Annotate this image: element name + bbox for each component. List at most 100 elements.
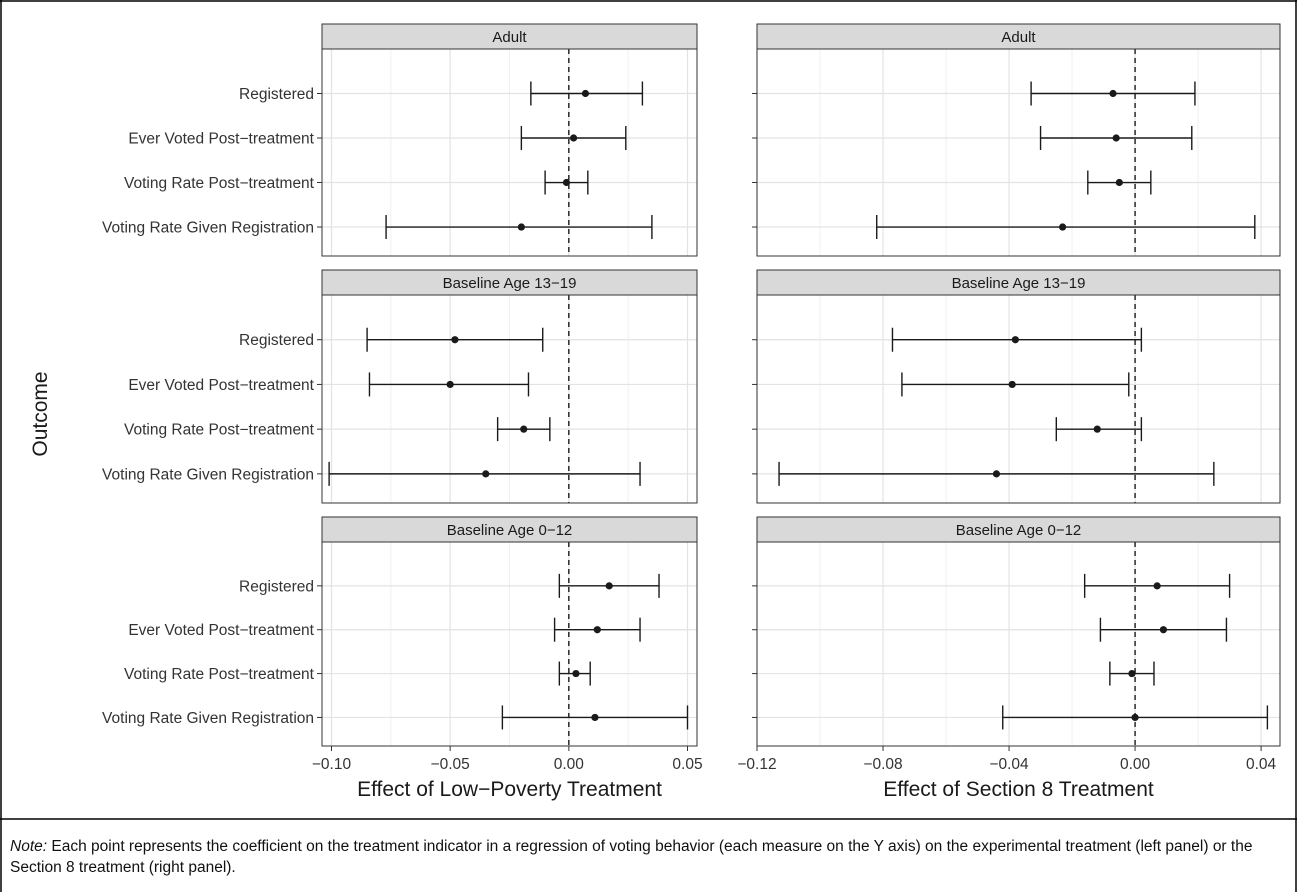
y-axis-title: Outcome xyxy=(29,371,52,456)
point-estimate xyxy=(992,470,1001,478)
facet-panel: Baseline Age 13−19 Registered Ever Voted P… xyxy=(102,269,698,504)
x-tick-label: −0.08 xyxy=(863,756,902,773)
point-estimate xyxy=(451,336,459,344)
estimate-errorbar xyxy=(1055,417,1143,442)
point-estimate xyxy=(1109,89,1117,98)
estimate-errorbar xyxy=(558,661,591,686)
point-estimate xyxy=(562,178,571,187)
x-axis-title: Effect of Low−Poverty Treatment xyxy=(357,778,662,801)
y-tick-label: Ever Voted Post−treatment xyxy=(128,622,314,639)
facet-strip-label: Adult xyxy=(1001,29,1036,46)
facet-strip-label: Baseline Age 0−12 xyxy=(447,522,573,539)
estimate-errorbar xyxy=(901,372,1130,397)
y-tick-label: Voting Rate Given Registration xyxy=(102,710,314,727)
estimate-errorbar xyxy=(891,327,1143,352)
estimate-errorbar xyxy=(778,461,1215,486)
panel-background xyxy=(757,49,1280,256)
point-estimate xyxy=(1011,336,1019,344)
estimate-errorbar xyxy=(496,417,551,442)
point-estimate xyxy=(1093,425,1101,433)
panel-border xyxy=(756,294,1281,504)
point-estimate xyxy=(482,470,490,478)
x-tick-label: 0.04 xyxy=(1246,756,1277,773)
y-tick-label: Voting Rate Post−treatment xyxy=(124,666,315,683)
estimate-errorbar xyxy=(1039,126,1193,151)
point-estimate xyxy=(581,89,590,98)
y-tick-label: Registered xyxy=(239,86,314,103)
point-estimate xyxy=(1112,134,1120,142)
point-estimate xyxy=(605,582,613,590)
panel-border xyxy=(321,294,698,504)
point-estimate xyxy=(569,134,578,142)
facet-panel: Adult xyxy=(752,23,1281,257)
y-tick-label: Registered xyxy=(239,332,314,349)
y-tick-label: Ever Voted Post−treatment xyxy=(128,377,314,394)
facet-panel: Baseline Age 13−19 xyxy=(752,269,1281,504)
x-tick-label: −0.05 xyxy=(431,756,470,773)
facet-strip-label: Baseline Age 0−12 xyxy=(956,522,1082,539)
point-estimate xyxy=(1128,669,1136,678)
facet-strip-label: Adult xyxy=(492,29,527,46)
panel-background xyxy=(757,295,1280,503)
y-tick-label: Voting Rate Post−treatment xyxy=(124,422,315,439)
note-label: Note: xyxy=(10,838,48,855)
estimate-errorbar xyxy=(501,705,689,730)
facet-strip xyxy=(756,516,1281,543)
estimate-errorbar xyxy=(558,573,660,598)
estimate-errorbar xyxy=(1109,661,1155,686)
y-tick-label: Voting Rate Post−treatment xyxy=(124,175,315,192)
panel-background xyxy=(757,542,1280,746)
facet-panel: Baseline Age 0−12 Registered Ever Voted Po… xyxy=(102,516,703,801)
facet-strip xyxy=(321,269,698,296)
panel-border xyxy=(321,541,698,747)
x-tick-label: −0.12 xyxy=(737,756,776,773)
point-estimate xyxy=(591,713,599,722)
estimate-errorbar xyxy=(520,126,627,151)
y-tick-label: Voting Rate Given Registration xyxy=(102,466,314,483)
estimate-errorbar xyxy=(1099,617,1228,642)
estimate-errorbar xyxy=(530,81,644,106)
point-estimate xyxy=(1008,380,1016,389)
estimate-errorbar xyxy=(368,372,530,397)
point-estimate xyxy=(446,380,454,389)
note-text: Each point represents the coefficient on… xyxy=(10,838,1253,876)
panel-border xyxy=(321,48,698,257)
y-tick-label: Voting Rate Given Registration xyxy=(102,220,314,237)
figure-note: Note: Each point represents the coeffici… xyxy=(10,836,1290,878)
estimate-errorbar xyxy=(328,461,641,486)
point-estimate xyxy=(1159,626,1168,634)
estimate-errorbar xyxy=(385,215,653,240)
estimate-errorbar xyxy=(544,170,589,195)
estimate-errorbar xyxy=(1030,81,1196,106)
estimate-errorbar xyxy=(1083,573,1231,598)
y-tick-label: Registered xyxy=(239,578,314,595)
estimate-errorbar xyxy=(366,327,544,352)
panel-border xyxy=(756,48,1281,257)
facet-strip xyxy=(321,23,698,50)
x-tick-label: 0.05 xyxy=(672,756,702,773)
point-estimate xyxy=(593,626,601,634)
point-estimate xyxy=(1153,582,1161,590)
facet-strip xyxy=(321,516,698,543)
estimate-errorbar xyxy=(1002,705,1269,730)
x-tick-label: −0.10 xyxy=(312,756,352,773)
estimate-errorbar xyxy=(876,215,1256,240)
point-estimate xyxy=(1059,223,1067,231)
estimate-errorbar xyxy=(1087,170,1152,195)
point-estimate xyxy=(572,669,580,678)
plot-layer: Adult Registered Ever Voted Post−treatment… xyxy=(102,23,1281,801)
facet-strip-label: Baseline Age 13−19 xyxy=(952,275,1086,292)
facet-panel: Baseline Age 0−12 −0.12 −0.08 −0.04 0.00 0.04… xyxy=(737,516,1281,801)
x-axis-title: Effect of Section 8 Treatment xyxy=(883,778,1154,801)
x-tick-label: −0.04 xyxy=(989,756,1029,773)
point-estimate xyxy=(1115,178,1123,187)
facet-panel: Adult Registered Ever Voted Post−treatment… xyxy=(102,23,698,257)
point-estimate xyxy=(1131,713,1139,722)
panel-border xyxy=(756,541,1281,747)
x-tick-label: 0.00 xyxy=(1120,756,1151,773)
point-estimate xyxy=(517,223,525,231)
facet-strip xyxy=(756,269,1281,296)
point-estimate xyxy=(520,425,528,433)
